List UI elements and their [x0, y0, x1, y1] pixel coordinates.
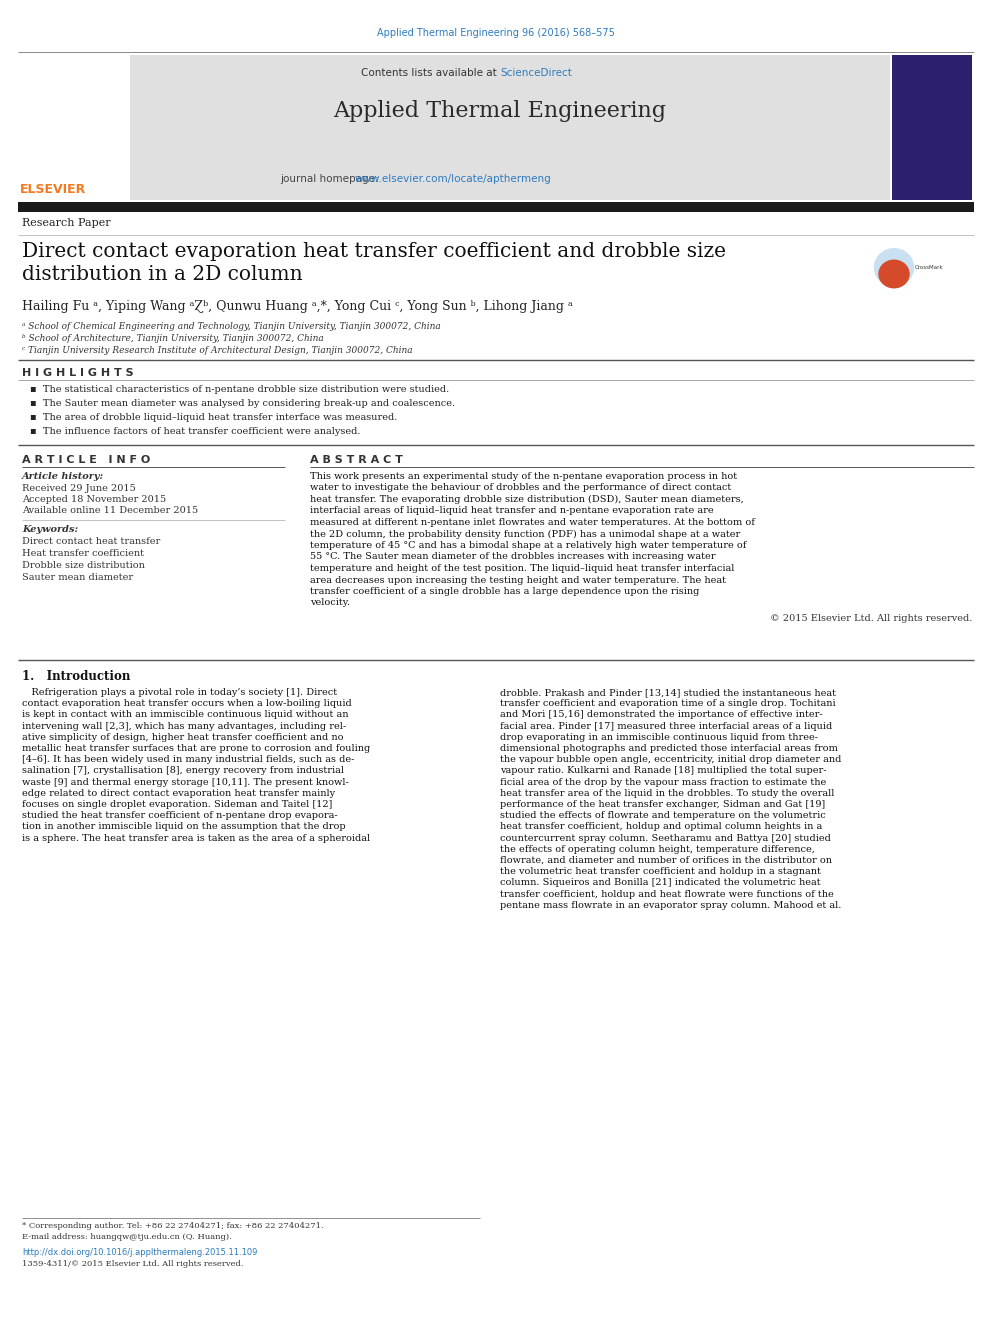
Text: is kept in contact with an immiscible continuous liquid without an: is kept in contact with an immiscible co…: [22, 710, 348, 720]
Text: Accepted 18 November 2015: Accepted 18 November 2015: [22, 495, 166, 504]
Text: heat transfer. The evaporating drobble size distribution (DSD), Sauter mean diam: heat transfer. The evaporating drobble s…: [310, 495, 744, 504]
Text: A B S T R A C T: A B S T R A C T: [310, 455, 403, 464]
Text: interfacial areas of liquid–liquid heat transfer and n-pentane evaporation rate : interfacial areas of liquid–liquid heat …: [310, 507, 713, 516]
Text: ative simplicity of design, higher heat transfer coefficient and no: ative simplicity of design, higher heat …: [22, 733, 343, 742]
Text: ᶜ Tianjin University Research Institute of Architectural Design, Tianjin 300072,: ᶜ Tianjin University Research Institute …: [22, 347, 413, 355]
Text: studied the effects of flowrate and temperature on the volumetric: studied the effects of flowrate and temp…: [500, 811, 825, 820]
Text: transfer coefficient of a single drobble has a large dependence upon the rising: transfer coefficient of a single drobble…: [310, 587, 699, 595]
Text: the effects of operating column height, temperature difference,: the effects of operating column height, …: [500, 845, 814, 853]
Text: temperature of 45 °C and has a bimodal shape at a relatively high water temperat: temperature of 45 °C and has a bimodal s…: [310, 541, 746, 550]
Text: water to investigate the behaviour of drobbles and the performance of direct con: water to investigate the behaviour of dr…: [310, 483, 731, 492]
Text: Heat transfer coefficient: Heat transfer coefficient: [22, 549, 144, 558]
Text: Applied Thermal Engineering: Applied Thermal Engineering: [333, 101, 667, 122]
Text: ficial area of the drop by the vapour mass fraction to estimate the: ficial area of the drop by the vapour ma…: [500, 778, 826, 787]
Text: countercurrent spray column. Seetharamu and Battya [20] studied: countercurrent spray column. Seetharamu …: [500, 833, 831, 843]
Text: ▪  The influence factors of heat transfer coefficient were analysed.: ▪ The influence factors of heat transfer…: [30, 427, 360, 437]
Ellipse shape: [879, 261, 909, 287]
Text: waste [9] and thermal energy storage [10,11]. The present knowl-: waste [9] and thermal energy storage [10…: [22, 778, 349, 787]
Text: E-mail address: huangqw@tju.edu.cn (Q. Huang).: E-mail address: huangqw@tju.edu.cn (Q. H…: [22, 1233, 232, 1241]
Text: ELSEVIER: ELSEVIER: [20, 183, 86, 196]
Text: distribution in a 2D column: distribution in a 2D column: [22, 265, 303, 284]
Text: measured at different n-pentane inlet flowrates and water temperatures. At the b: measured at different n-pentane inlet fl…: [310, 519, 755, 527]
Text: http://dx.doi.org/10.1016/j.applthermaleng.2015.11.109: http://dx.doi.org/10.1016/j.applthermale…: [22, 1248, 257, 1257]
Text: 55 °C. The Sauter mean diameter of the drobbles increases with increasing water: 55 °C. The Sauter mean diameter of the d…: [310, 553, 715, 561]
Text: temperature and height of the test position. The liquid–liquid heat transfer int: temperature and height of the test posit…: [310, 564, 734, 573]
Text: heat transfer area of the liquid in the drobbles. To study the overall: heat transfer area of the liquid in the …: [500, 789, 834, 798]
Text: Drobble size distribution: Drobble size distribution: [22, 561, 145, 570]
Text: flowrate, and diameter and number of orifices in the distributor on: flowrate, and diameter and number of ori…: [500, 856, 832, 865]
Text: H I G H L I G H T S: H I G H L I G H T S: [22, 368, 134, 378]
Text: the 2D column, the probability density function (PDF) has a unimodal shape at a : the 2D column, the probability density f…: [310, 529, 740, 538]
Text: ▪  The statistical characteristics of n-pentane drobble size distribution were s: ▪ The statistical characteristics of n-p…: [30, 385, 449, 394]
Text: drop evaporating in an immiscible continuous liquid from three-: drop evaporating in an immiscible contin…: [500, 733, 818, 742]
Text: the volumetric heat transfer coefficient and holdup in a stagnant: the volumetric heat transfer coefficient…: [500, 867, 820, 876]
Text: performance of the heat transfer exchanger, Sidman and Gat [19]: performance of the heat transfer exchang…: [500, 800, 825, 808]
Text: www.elsevier.com/locate/apthermeng: www.elsevier.com/locate/apthermeng: [355, 175, 552, 184]
Text: * Corresponding author. Tel: +86 22 27404271; fax: +86 22 27404271.: * Corresponding author. Tel: +86 22 2740…: [22, 1222, 323, 1230]
Text: [4–6]. It has been widely used in many industrial fields, such as de-: [4–6]. It has been widely used in many i…: [22, 755, 354, 765]
Text: velocity.: velocity.: [310, 598, 350, 607]
Text: Direct contact heat transfer: Direct contact heat transfer: [22, 537, 161, 546]
Text: drobble. Prakash and Pinder [13,14] studied the instantaneous heat: drobble. Prakash and Pinder [13,14] stud…: [500, 688, 836, 697]
Text: contact evaporation heat transfer occurs when a low-boiling liquid: contact evaporation heat transfer occurs…: [22, 699, 352, 708]
Text: facial area. Pinder [17] measured three interfacial areas of a liquid: facial area. Pinder [17] measured three …: [500, 721, 832, 730]
Text: 1359-4311/© 2015 Elsevier Ltd. All rights reserved.: 1359-4311/© 2015 Elsevier Ltd. All right…: [22, 1259, 243, 1267]
Text: edge related to direct contact evaporation heat transfer mainly: edge related to direct contact evaporati…: [22, 789, 335, 798]
Text: ▪  The Sauter mean diameter was analysed by considering break-up and coalescence: ▪ The Sauter mean diameter was analysed …: [30, 400, 455, 407]
Text: Refrigeration plays a pivotal role in today’s society [1]. Direct: Refrigeration plays a pivotal role in to…: [22, 688, 337, 697]
Ellipse shape: [875, 249, 914, 286]
Text: Sauter mean diameter: Sauter mean diameter: [22, 573, 133, 582]
Text: dimensional photographs and predicted those interfacial areas from: dimensional photographs and predicted th…: [500, 744, 838, 753]
Text: Received 29 June 2015: Received 29 June 2015: [22, 484, 136, 493]
Text: intervening wall [2,3], which has many advantages, including rel-: intervening wall [2,3], which has many a…: [22, 721, 346, 730]
Text: metallic heat transfer surfaces that are prone to corrosion and fouling: metallic heat transfer surfaces that are…: [22, 744, 370, 753]
Text: transfer coefficient and evaporation time of a single drop. Tochitani: transfer coefficient and evaporation tim…: [500, 699, 835, 708]
Text: Direct contact evaporation heat transfer coefficient and drobble size: Direct contact evaporation heat transfer…: [22, 242, 726, 261]
Text: ᵃ School of Chemical Engineering and Technology, Tianjin University, Tianjin 300: ᵃ School of Chemical Engineering and Tec…: [22, 321, 440, 331]
Text: vapour ratio. Kulkarni and Ranade [18] multiplied the total super-: vapour ratio. Kulkarni and Ranade [18] m…: [500, 766, 826, 775]
Text: Keywords:: Keywords:: [22, 525, 78, 534]
Text: A R T I C L E   I N F O: A R T I C L E I N F O: [22, 455, 150, 464]
Text: and Mori [15,16] demonstrated the importance of effective inter-: and Mori [15,16] demonstrated the import…: [500, 710, 822, 720]
Text: heat transfer coefficient, holdup and optimal column heights in a: heat transfer coefficient, holdup and op…: [500, 823, 822, 831]
Text: focuses on single droplet evaporation. Sideman and Taitel [12]: focuses on single droplet evaporation. S…: [22, 800, 332, 808]
Text: Research Paper: Research Paper: [22, 218, 111, 228]
Text: Hailing Fu ᵃ, Yiping Wang ᵃⱿᵇ, Qunwu Huang ᵃ,*, Yong Cui ᶜ, Yong Sun ᵇ, Lihong J: Hailing Fu ᵃ, Yiping Wang ᵃⱿᵇ, Qunwu Hua…: [22, 300, 572, 314]
Text: tion in another immiscible liquid on the assumption that the drop: tion in another immiscible liquid on the…: [22, 823, 345, 831]
Text: ᵇ School of Architecture, Tianjin University, Tianjin 300072, China: ᵇ School of Architecture, Tianjin Univer…: [22, 333, 323, 343]
Text: CrossMark: CrossMark: [915, 265, 943, 270]
Text: Article history:: Article history:: [22, 472, 104, 482]
Text: column. Siqueiros and Bonilla [21] indicated the volumetric heat: column. Siqueiros and Bonilla [21] indic…: [500, 878, 820, 888]
Text: journal homepage:: journal homepage:: [280, 175, 382, 184]
Text: Contents lists available at: Contents lists available at: [361, 67, 500, 78]
Text: © 2015 Elsevier Ltd. All rights reserved.: © 2015 Elsevier Ltd. All rights reserved…: [770, 614, 972, 623]
Text: the vapour bubble open angle, eccentricity, initial drop diameter and: the vapour bubble open angle, eccentrici…: [500, 755, 841, 765]
Text: Applied Thermal Engineering 96 (2016) 568–575: Applied Thermal Engineering 96 (2016) 56…: [377, 28, 615, 38]
Text: This work presents an experimental study of the n-pentane evaporation process in: This work presents an experimental study…: [310, 472, 737, 482]
Text: studied the heat transfer coefficient of n-pentane drop evapora-: studied the heat transfer coefficient of…: [22, 811, 337, 820]
Text: 1.   Introduction: 1. Introduction: [22, 669, 130, 683]
Text: is a sphere. The heat transfer area is taken as the area of a spheroidal: is a sphere. The heat transfer area is t…: [22, 833, 370, 843]
Text: area decreases upon increasing the testing height and water temperature. The hea: area decreases upon increasing the testi…: [310, 576, 726, 585]
Text: transfer coefficient, holdup and heat flowrate were functions of the: transfer coefficient, holdup and heat fl…: [500, 889, 833, 898]
Text: pentane mass flowrate in an evaporator spray column. Mahood et al.: pentane mass flowrate in an evaporator s…: [500, 901, 841, 910]
Text: ScienceDirect: ScienceDirect: [500, 67, 571, 78]
Text: Available online 11 December 2015: Available online 11 December 2015: [22, 505, 198, 515]
Text: ▪  The area of drobble liquid–liquid heat transfer interface was measured.: ▪ The area of drobble liquid–liquid heat…: [30, 413, 398, 422]
Text: salination [7], crystallisation [8], energy recovery from industrial: salination [7], crystallisation [8], ene…: [22, 766, 344, 775]
